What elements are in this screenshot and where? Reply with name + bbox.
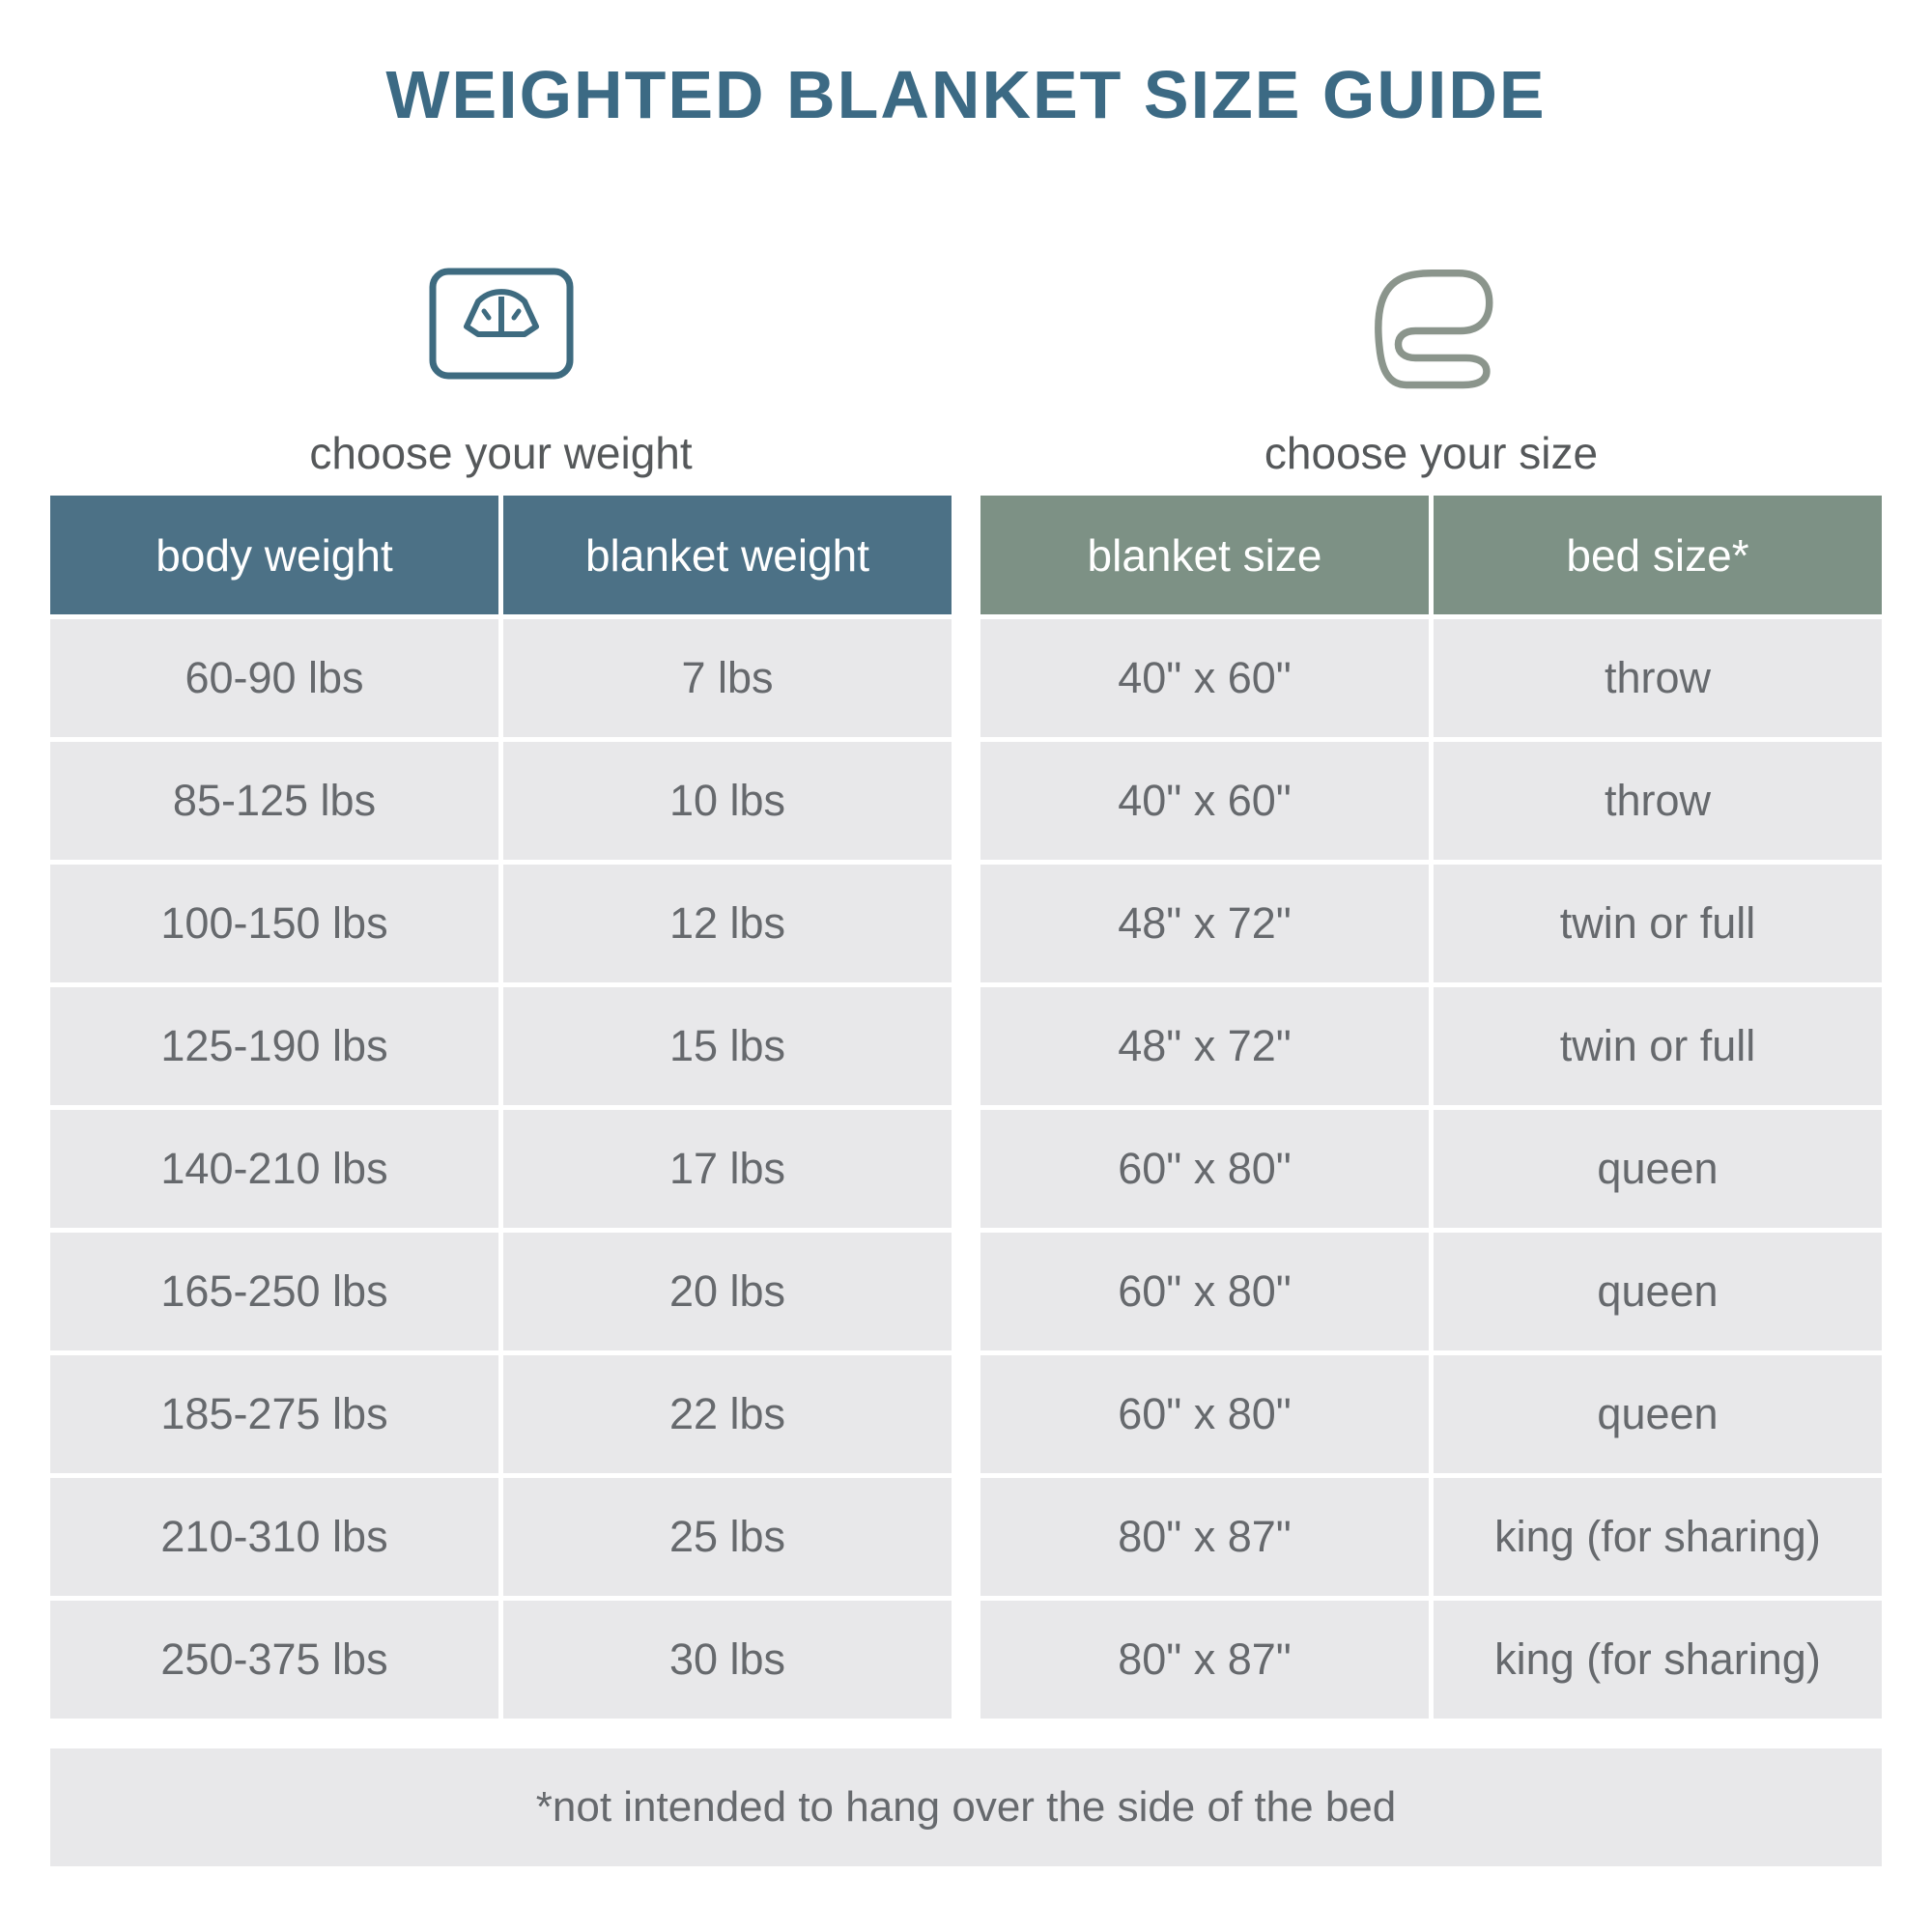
bed-size-cell: king (for sharing) [1434, 1601, 1882, 1719]
table-row: 165-250 lbs 20 lbs [50, 1233, 952, 1350]
table-row: 40" x 60" throw [980, 742, 1882, 860]
blanket-weight-cell: 17 lbs [503, 1110, 952, 1228]
column-header-blanket-size: blanket size [980, 496, 1429, 614]
blanket-size-cell: 80" x 87" [980, 1478, 1429, 1596]
table-row: 80" x 87" king (for sharing) [980, 1601, 1882, 1719]
weight-table: body weight blanket weight 60-90 lbs 7 l… [50, 496, 952, 1723]
weight-caption: choose your weight [309, 428, 693, 478]
body-weight-cell: 125-190 lbs [50, 987, 498, 1105]
body-weight-cell: 85-125 lbs [50, 742, 498, 860]
column-header-blanket-weight: blanket weight [503, 496, 952, 614]
body-weight-cell: 185-275 lbs [50, 1355, 498, 1473]
blanket-weight-cell: 20 lbs [503, 1233, 952, 1350]
table-row: 210-310 lbs 25 lbs [50, 1478, 952, 1596]
table-row: 40" x 60" throw [980, 619, 1882, 737]
blanket-size-cell: 60" x 80" [980, 1233, 1429, 1350]
blanket-weight-cell: 10 lbs [503, 742, 952, 860]
bed-size-cell: king (for sharing) [1434, 1478, 1882, 1596]
blanket-size-cell: 60" x 80" [980, 1355, 1429, 1473]
table-row: 60" x 80" queen [980, 1355, 1882, 1473]
bed-size-cell: twin or full [1434, 865, 1882, 982]
table-header-row: blanket size bed size* [980, 496, 1882, 614]
table-header-row: body weight blanket weight [50, 496, 952, 614]
blanket-size-cell: 60" x 80" [980, 1110, 1429, 1228]
blanket-weight-cell: 22 lbs [503, 1355, 952, 1473]
table-row: 60" x 80" queen [980, 1233, 1882, 1350]
body-weight-cell: 140-210 lbs [50, 1110, 498, 1228]
blanket-size-cell: 48" x 72" [980, 865, 1429, 982]
body-weight-cell: 250-375 lbs [50, 1601, 498, 1719]
blanket-size-cell: 48" x 72" [980, 987, 1429, 1105]
bed-size-cell: queen [1434, 1355, 1882, 1473]
blanket-weight-cell: 12 lbs [503, 865, 952, 982]
blanket-weight-cell: 15 lbs [503, 987, 952, 1105]
scale-icon [429, 268, 573, 379]
bed-size-cell: throw [1434, 742, 1882, 860]
blanket-weight-cell: 7 lbs [503, 619, 952, 737]
table-row: 100-150 lbs 12 lbs [50, 865, 952, 982]
blanket-weight-cell: 30 lbs [503, 1601, 952, 1719]
body-weight-cell: 165-250 lbs [50, 1233, 498, 1350]
blanket-size-cell: 80" x 87" [980, 1601, 1429, 1719]
bed-size-cell: throw [1434, 619, 1882, 737]
table-row: 250-375 lbs 30 lbs [50, 1601, 952, 1719]
size-table: blanket size bed size* 40" x 60" throw 4… [980, 496, 1882, 1723]
table-row: 48" x 72" twin or full [980, 865, 1882, 982]
bed-size-cell: queen [1434, 1110, 1882, 1228]
size-caption: choose your size [1264, 428, 1599, 478]
table-row: 125-190 lbs 15 lbs [50, 987, 952, 1105]
table-row: 80" x 87" king (for sharing) [980, 1478, 1882, 1596]
blanket-icon [980, 253, 1882, 393]
table-row: 85-125 lbs 10 lbs [50, 742, 952, 860]
blanket-weight-cell: 25 lbs [503, 1478, 952, 1596]
blanket-size-cell: 40" x 60" [980, 619, 1429, 737]
bed-size-cell: queen [1434, 1233, 1882, 1350]
table-row: 185-275 lbs 22 lbs [50, 1355, 952, 1473]
body-weight-cell: 60-90 lbs [50, 619, 498, 737]
bed-size-cell: twin or full [1434, 987, 1882, 1105]
weight-guide-section: choose your weight body weight blanket w… [50, 0, 952, 1932]
column-header-bed-size: bed size* [1434, 496, 1882, 614]
blanket-size-cell: 40" x 60" [980, 742, 1429, 860]
scale-icon [50, 253, 952, 393]
blanket-icon [1374, 269, 1492, 388]
body-weight-cell: 100-150 lbs [50, 865, 498, 982]
table-row: 60" x 80" queen [980, 1110, 1882, 1228]
column-header-body-weight: body weight [50, 496, 498, 614]
table-row: 60-90 lbs 7 lbs [50, 619, 952, 737]
footnote: *not intended to hang over the side of t… [50, 1748, 1882, 1866]
table-row: 48" x 72" twin or full [980, 987, 1882, 1105]
page-title: WEIGHTED BLANKET SIZE GUIDE [385, 57, 1547, 132]
table-row: 140-210 lbs 17 lbs [50, 1110, 952, 1228]
size-guide-section: choose your size blanket size bed size* … [980, 0, 1882, 1932]
body-weight-cell: 210-310 lbs [50, 1478, 498, 1596]
